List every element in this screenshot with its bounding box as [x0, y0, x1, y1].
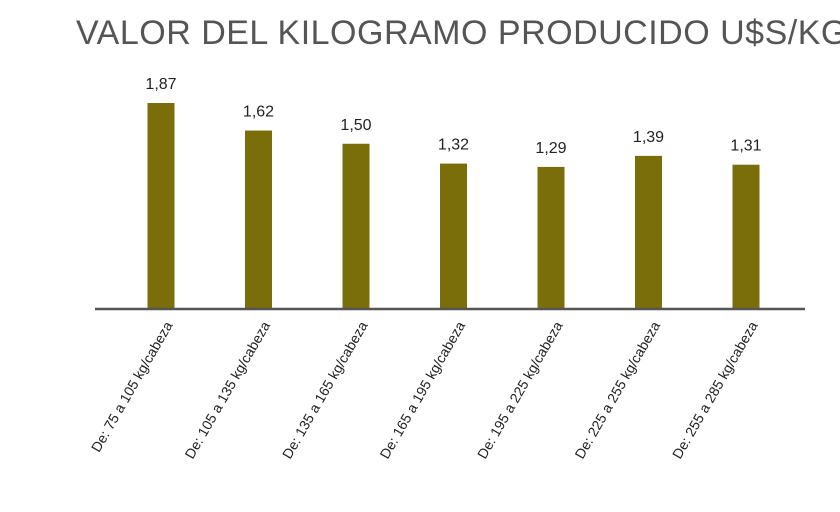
bars-layer	[147, 103, 760, 309]
category-label-1: De: 75 a 105 kg/cabeza	[88, 318, 176, 454]
data-label-6: 1,39	[633, 129, 664, 146]
category-label-5: De: 195 a 225 kg/cabeza	[474, 318, 566, 461]
chart-title: VALOR DEL KILOGRAMO PRODUCIDO U$S/KG	[76, 14, 840, 52]
data-labels-layer: 1,87 1,62 1,50 1,32 1,29 1,39 1,31	[145, 76, 761, 157]
data-label-3: 1,50	[340, 117, 371, 134]
data-label-2: 1,62	[243, 104, 274, 121]
category-label-3: De: 135 a 165 kg/cabeza	[279, 318, 371, 461]
bar-7	[732, 164, 760, 309]
data-label-1: 1,87	[145, 76, 176, 93]
category-label-6: De: 225 a 255 kg/cabeza	[571, 318, 663, 461]
data-label-7: 1,31	[730, 138, 761, 155]
category-label-7: De: 255 a 285 kg/cabeza	[669, 318, 761, 461]
bar-4	[440, 163, 467, 309]
data-label-5: 1,29	[535, 140, 566, 157]
data-label-4: 1,32	[438, 137, 469, 154]
bar-2	[245, 130, 272, 309]
bar-5	[537, 166, 565, 309]
category-label-2: De: 105 a 135 kg/cabeza	[181, 318, 273, 461]
bar-3	[342, 143, 370, 309]
category-labels-layer: De: 75 a 105 kg/cabeza De: 105 a 135 kg/c…	[88, 318, 761, 461]
category-label-4: De: 165 a 195 kg/cabeza	[376, 318, 468, 461]
bar-1	[147, 103, 175, 309]
bar-6	[635, 155, 662, 309]
